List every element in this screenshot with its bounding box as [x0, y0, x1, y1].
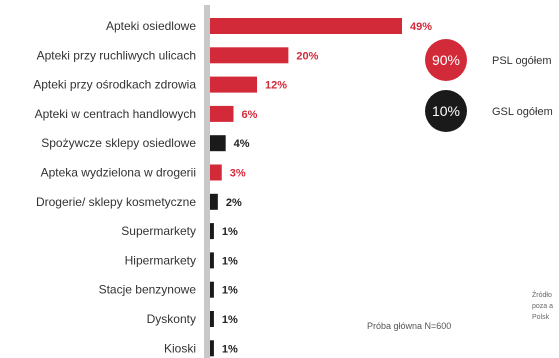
bar [210, 311, 214, 327]
value-label: 3% [230, 168, 246, 180]
legend-psl-value: 90% [432, 52, 460, 68]
bar [210, 135, 226, 152]
category-label: Apteka wydzielona w drogerii [41, 166, 196, 180]
category-label: Drogerie/ sklepy kosmetyczne [36, 195, 196, 209]
bar [210, 47, 289, 64]
bar [210, 340, 214, 357]
category-label: Apteki w centrach handlowych [35, 107, 196, 121]
category-label: Kioski [164, 341, 196, 355]
category-label: Stacje benzynowe [99, 283, 197, 297]
bar [210, 105, 234, 122]
source-line-3: Polsk [532, 314, 550, 321]
axis-bar [204, 5, 210, 358]
value-label: 1% [222, 343, 238, 355]
value-label: 1% [222, 314, 238, 326]
legend-gsl-value: 10% [432, 103, 460, 119]
category-label: Apteki przy ośrodkach zdrowia [33, 78, 196, 92]
value-label: 1% [222, 285, 238, 297]
bar [210, 76, 258, 93]
bar [210, 281, 214, 298]
category-label: Supermarkety [121, 224, 196, 238]
value-label: 2% [226, 197, 242, 209]
value-label: 4% [234, 138, 250, 150]
bars-group: Apteki osiedlowe 49% Apteki przy ruchliwyc… [33, 18, 432, 357]
value-label: 6% [242, 109, 258, 121]
source-line-1: Źródło [532, 290, 552, 299]
bar [210, 252, 214, 269]
bar [210, 223, 214, 240]
category-label: Apteki osiedlowe [106, 19, 196, 33]
category-label: Dyskonty [147, 312, 196, 326]
sample-note: Próba główna N=600 [367, 321, 451, 331]
source-note: Źródło poza a Polsk [532, 290, 553, 321]
legend: 90% PSL ogółem 10% GSL ogółem [425, 39, 553, 132]
value-label: 20% [296, 50, 318, 62]
value-label: 1% [222, 255, 238, 267]
category-label: Spożywcze sklepy osiedlowe [41, 136, 196, 150]
value-label: 1% [222, 226, 238, 238]
value-label: 49% [410, 21, 432, 33]
legend-psl-circle [425, 39, 467, 81]
value-label: 12% [265, 80, 287, 92]
bar [210, 18, 402, 34]
bar [210, 193, 218, 210]
legend-gsl-label: GSL ogółem [492, 106, 553, 118]
legend-psl-label: PSL ogółem [492, 55, 552, 67]
source-line-2: poza a [532, 303, 553, 310]
category-label: Apteki przy ruchliwych ulicach [37, 48, 196, 62]
bar [210, 164, 222, 181]
legend-gsl-circle [425, 90, 467, 132]
category-label: Hipermarkety [125, 253, 196, 267]
